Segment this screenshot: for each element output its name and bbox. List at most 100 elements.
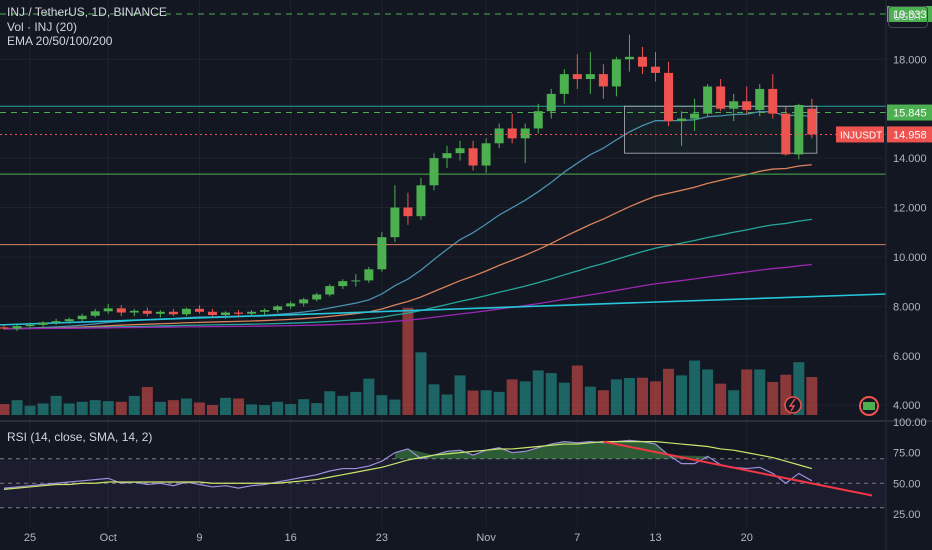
volume-bar	[102, 401, 114, 415]
candle-body	[520, 128, 530, 139]
flag-icon-inner	[863, 402, 875, 410]
candle-body	[116, 308, 126, 313]
candle-body	[651, 66, 660, 73]
volume-bar	[636, 377, 648, 415]
volume-bar	[571, 365, 583, 415]
time-tick-label: 23	[376, 532, 388, 544]
candle-body	[546, 93, 556, 112]
volume-bar	[715, 383, 727, 415]
candle-body	[664, 72, 674, 122]
candle-body	[142, 310, 152, 314]
candle-body	[481, 143, 491, 166]
volume-bar	[610, 379, 622, 415]
rsi-tick-label: 100.00	[893, 417, 927, 429]
symbol-tag	[836, 126, 884, 143]
price-tick-label: 18.000	[893, 54, 927, 66]
volume-bar	[115, 401, 127, 415]
price-tick-label: 8.000	[893, 301, 921, 313]
time-tick-label: 7	[574, 532, 580, 544]
candle-body	[207, 311, 217, 315]
price-tick-label: 4.000	[893, 400, 921, 412]
rsi-trendline	[603, 440, 873, 497]
volume-bar	[154, 401, 166, 415]
rsi-tick-label: 75.00	[893, 448, 921, 460]
candle-body	[234, 312, 244, 314]
candle-body	[611, 59, 621, 87]
candle-body	[468, 148, 478, 166]
volume-bar	[689, 360, 701, 415]
symbol-tag-label: INJUSDT	[840, 130, 882, 141]
level-price-tag	[887, 104, 932, 121]
rsi-legend[interactable]: RSI (14, close, SMA, 14, 2)	[7, 430, 153, 444]
volume-bar	[441, 394, 453, 415]
rsi-overbought-fill	[394, 440, 708, 459]
candle-body	[442, 153, 452, 159]
candle-body	[585, 74, 595, 80]
volume-bar	[350, 391, 362, 415]
rsi-tick-label: 25.00	[893, 509, 921, 521]
volume-legend[interactable]: Vol · INJ (20)	[7, 19, 78, 34]
rsi-line	[3, 439, 813, 489]
candle-body	[25, 324, 35, 327]
volume-bar	[324, 391, 336, 415]
time-tick-label: 20	[741, 532, 753, 544]
last-price-tag	[887, 126, 932, 143]
volume-bar	[233, 398, 245, 415]
volume-bar	[24, 405, 36, 415]
volume-bar	[376, 395, 388, 415]
candle-body	[312, 294, 322, 300]
volume-bar	[11, 400, 23, 415]
volume-bar	[363, 378, 375, 415]
time-tick-label: 9	[196, 532, 202, 544]
candle-body	[351, 280, 361, 282]
ema-200-line	[3, 263, 812, 330]
volume-bar	[402, 307, 414, 415]
ema-50-line	[3, 164, 812, 330]
ema-100-line	[3, 218, 812, 330]
volume-bar	[558, 382, 570, 415]
candle-body	[273, 306, 283, 311]
candle-body	[598, 74, 608, 87]
volume-bar	[676, 375, 688, 415]
candle-body	[181, 308, 191, 315]
volume-bar	[167, 400, 179, 415]
volume-bar	[37, 403, 49, 415]
rsi-tick-label: 50.00	[893, 478, 921, 490]
candle-body	[729, 101, 739, 109]
volume-bar	[206, 405, 218, 415]
candle-body	[51, 321, 61, 323]
volume-bar	[519, 381, 531, 415]
candle-body	[716, 86, 726, 109]
volume-bar	[806, 377, 818, 415]
level-price-label: 19.833	[893, 9, 927, 21]
volume-bar	[493, 391, 505, 415]
candle-body	[637, 56, 647, 67]
candle-body	[168, 311, 178, 315]
volume-bar	[389, 399, 401, 415]
candle-body	[755, 88, 765, 110]
candle-body	[703, 86, 713, 114]
volume-bar	[285, 404, 297, 415]
chart-legend: INJ / TetherUS, 1D, BINANCE Vol · INJ (2…	[7, 5, 167, 49]
volume-bar	[623, 378, 635, 415]
candle-body	[677, 118, 687, 122]
candle-body	[403, 207, 413, 217]
volume-bar	[480, 390, 492, 415]
candle-body	[533, 111, 543, 129]
volume-bar	[220, 397, 232, 415]
volume-bar	[76, 401, 88, 415]
time-tick-label: Oct	[100, 532, 117, 544]
ema-legend[interactable]: EMA 20/50/100/200	[7, 34, 113, 48]
candle-body	[260, 310, 270, 312]
price-tick-label: 6.000	[893, 351, 921, 363]
candle-body	[416, 185, 426, 217]
volume-bar	[63, 403, 75, 415]
symbol-title[interactable]: INJ / TetherUS, 1D, BINANCE	[7, 5, 167, 19]
currency-button[interactable]: USDT	[888, 6, 928, 28]
time-tick-label: 13	[649, 532, 661, 544]
candle-body	[0, 327, 9, 329]
volume-bar	[180, 398, 192, 415]
volume-bar	[454, 375, 466, 415]
volume-bar	[663, 368, 675, 415]
